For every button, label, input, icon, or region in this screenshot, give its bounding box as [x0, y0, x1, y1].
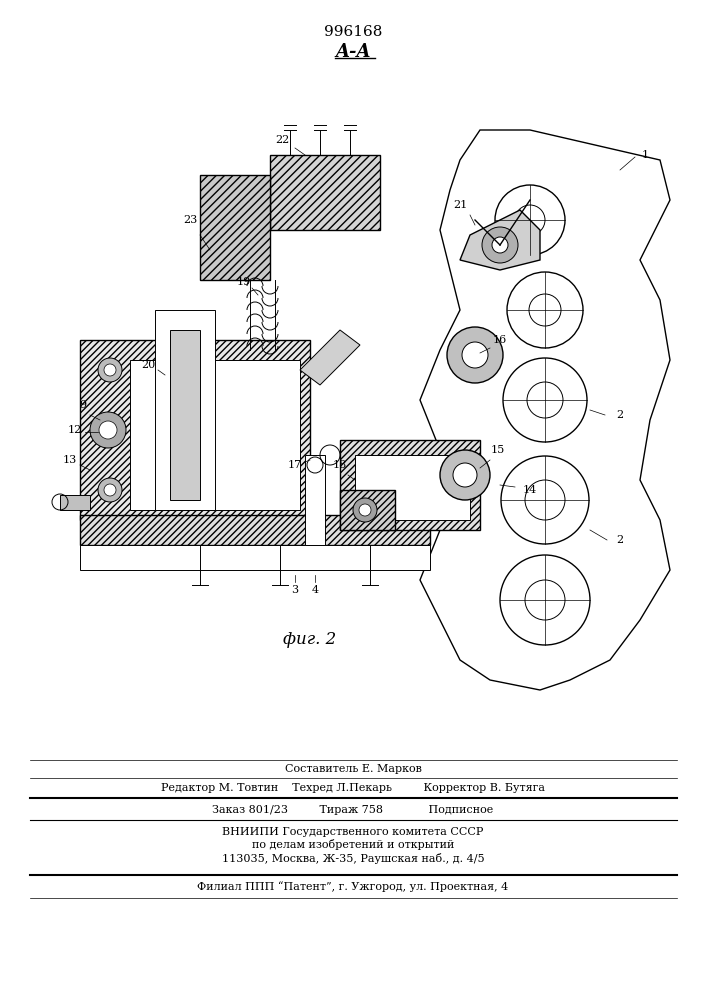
Polygon shape [80, 340, 310, 520]
Circle shape [492, 237, 508, 253]
Polygon shape [355, 455, 470, 520]
Text: фиг. 2: фиг. 2 [284, 632, 337, 648]
Text: 17: 17 [288, 460, 302, 470]
Text: Составитель Е. Марков: Составитель Е. Марков [284, 764, 421, 774]
Text: 13: 13 [63, 455, 77, 465]
Text: 4: 4 [312, 585, 319, 595]
Circle shape [104, 424, 116, 436]
Polygon shape [155, 310, 215, 510]
Circle shape [482, 227, 518, 263]
Polygon shape [80, 545, 430, 570]
Polygon shape [200, 175, 270, 280]
Text: Заказ 801/23         Тираж 758             Подписное: Заказ 801/23 Тираж 758 Подписное [212, 805, 493, 815]
Circle shape [98, 358, 122, 382]
Text: 113035, Москва, Ж-35, Раушская наб., д. 4/5: 113035, Москва, Ж-35, Раушская наб., д. … [222, 852, 484, 863]
Circle shape [98, 478, 122, 502]
Circle shape [453, 463, 477, 487]
Text: 21: 21 [453, 200, 467, 210]
Polygon shape [340, 440, 480, 530]
Circle shape [99, 421, 117, 439]
Circle shape [104, 364, 116, 376]
Text: 9: 9 [79, 400, 86, 410]
Text: 16: 16 [493, 335, 507, 345]
Text: Редактор М. Товтин    Техред Л.Пекарь         Корректор В. Бутяга: Редактор М. Товтин Техред Л.Пекарь Корре… [161, 783, 545, 793]
Polygon shape [130, 360, 300, 510]
Circle shape [359, 504, 371, 516]
Text: 19: 19 [237, 277, 251, 287]
Circle shape [353, 498, 377, 522]
Text: ВНИИПИ Государственного комитета СССР: ВНИИПИ Государственного комитета СССР [222, 827, 484, 837]
Circle shape [90, 412, 126, 448]
Text: A-A: A-A [335, 43, 370, 61]
Circle shape [447, 327, 503, 383]
Text: 18: 18 [333, 460, 347, 470]
Text: 2: 2 [617, 535, 624, 545]
Polygon shape [60, 495, 90, 510]
Polygon shape [270, 155, 380, 230]
Text: 1: 1 [641, 150, 648, 160]
Text: 15: 15 [491, 445, 505, 455]
Text: Филиал ППП “Патент”, г. Ужгород, ул. Проектная, 4: Филиал ППП “Патент”, г. Ужгород, ул. Про… [197, 882, 508, 892]
Text: по делам изобретений и открытий: по делам изобретений и открытий [252, 840, 454, 850]
Circle shape [98, 418, 122, 442]
Text: 23: 23 [183, 215, 197, 225]
Text: 12: 12 [68, 425, 82, 435]
Circle shape [104, 484, 116, 496]
Text: 20: 20 [141, 360, 155, 370]
Text: 3: 3 [291, 585, 298, 595]
Circle shape [462, 342, 488, 368]
Text: 14: 14 [523, 485, 537, 495]
Polygon shape [420, 130, 670, 690]
Polygon shape [170, 330, 200, 500]
Polygon shape [340, 490, 395, 530]
Polygon shape [80, 515, 430, 545]
Text: 2: 2 [617, 410, 624, 420]
Circle shape [440, 450, 490, 500]
Text: 22: 22 [275, 135, 289, 145]
Polygon shape [460, 210, 540, 270]
Text: 996168: 996168 [324, 25, 382, 39]
Polygon shape [305, 455, 325, 545]
Polygon shape [300, 330, 360, 385]
